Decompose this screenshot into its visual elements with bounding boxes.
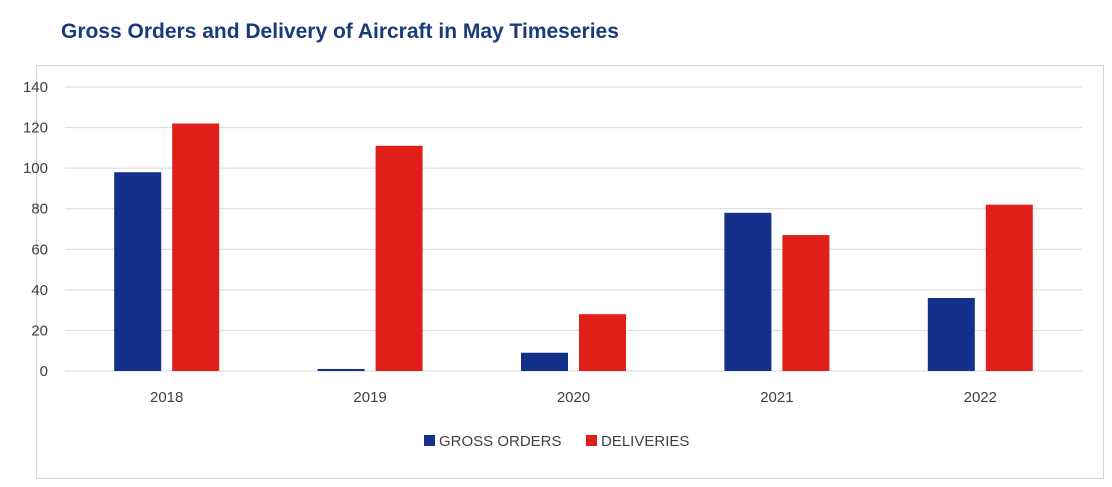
x-tick-label: 2022 — [964, 389, 997, 406]
legend-swatch-deliveries — [586, 435, 597, 446]
y-tick-label: 100 — [23, 160, 48, 177]
bar-gross-orders-2022 — [927, 297, 975, 371]
y-tick-label: 80 — [31, 201, 48, 218]
legend-label-gross-orders: GROSS ORDERS — [439, 433, 562, 450]
y-tick-label: 120 — [23, 120, 48, 137]
bar-deliveries-2018 — [172, 123, 220, 371]
y-tick-label: 140 — [23, 79, 48, 96]
bar-deliveries-2020 — [579, 314, 626, 371]
bar-deliveries-2019 — [375, 145, 423, 371]
bar-gross-orders-2020 — [521, 352, 568, 371]
legend-label-deliveries: DELIVERIES — [601, 433, 689, 450]
x-tick-label: 2019 — [353, 389, 386, 406]
bar-gross-orders-2021 — [724, 212, 772, 371]
y-tick-label: 0 — [40, 363, 48, 380]
bar-gross-orders-2019 — [317, 368, 365, 371]
y-tick-label: 60 — [31, 241, 48, 258]
legend-swatch-gross-orders — [424, 435, 435, 446]
bar-deliveries-2021 — [782, 235, 830, 371]
y-tick-label: 40 — [31, 282, 48, 299]
x-tick-label: 2018 — [150, 389, 183, 406]
bar-deliveries-2022 — [985, 204, 1033, 371]
x-tick-label: 2020 — [557, 389, 590, 406]
x-tick-label: 2021 — [760, 389, 793, 406]
y-tick-label: 20 — [31, 322, 48, 339]
bar-gross-orders-2018 — [114, 172, 162, 371]
chart-title: Gross Orders and Delivery of Aircraft in… — [61, 20, 619, 43]
